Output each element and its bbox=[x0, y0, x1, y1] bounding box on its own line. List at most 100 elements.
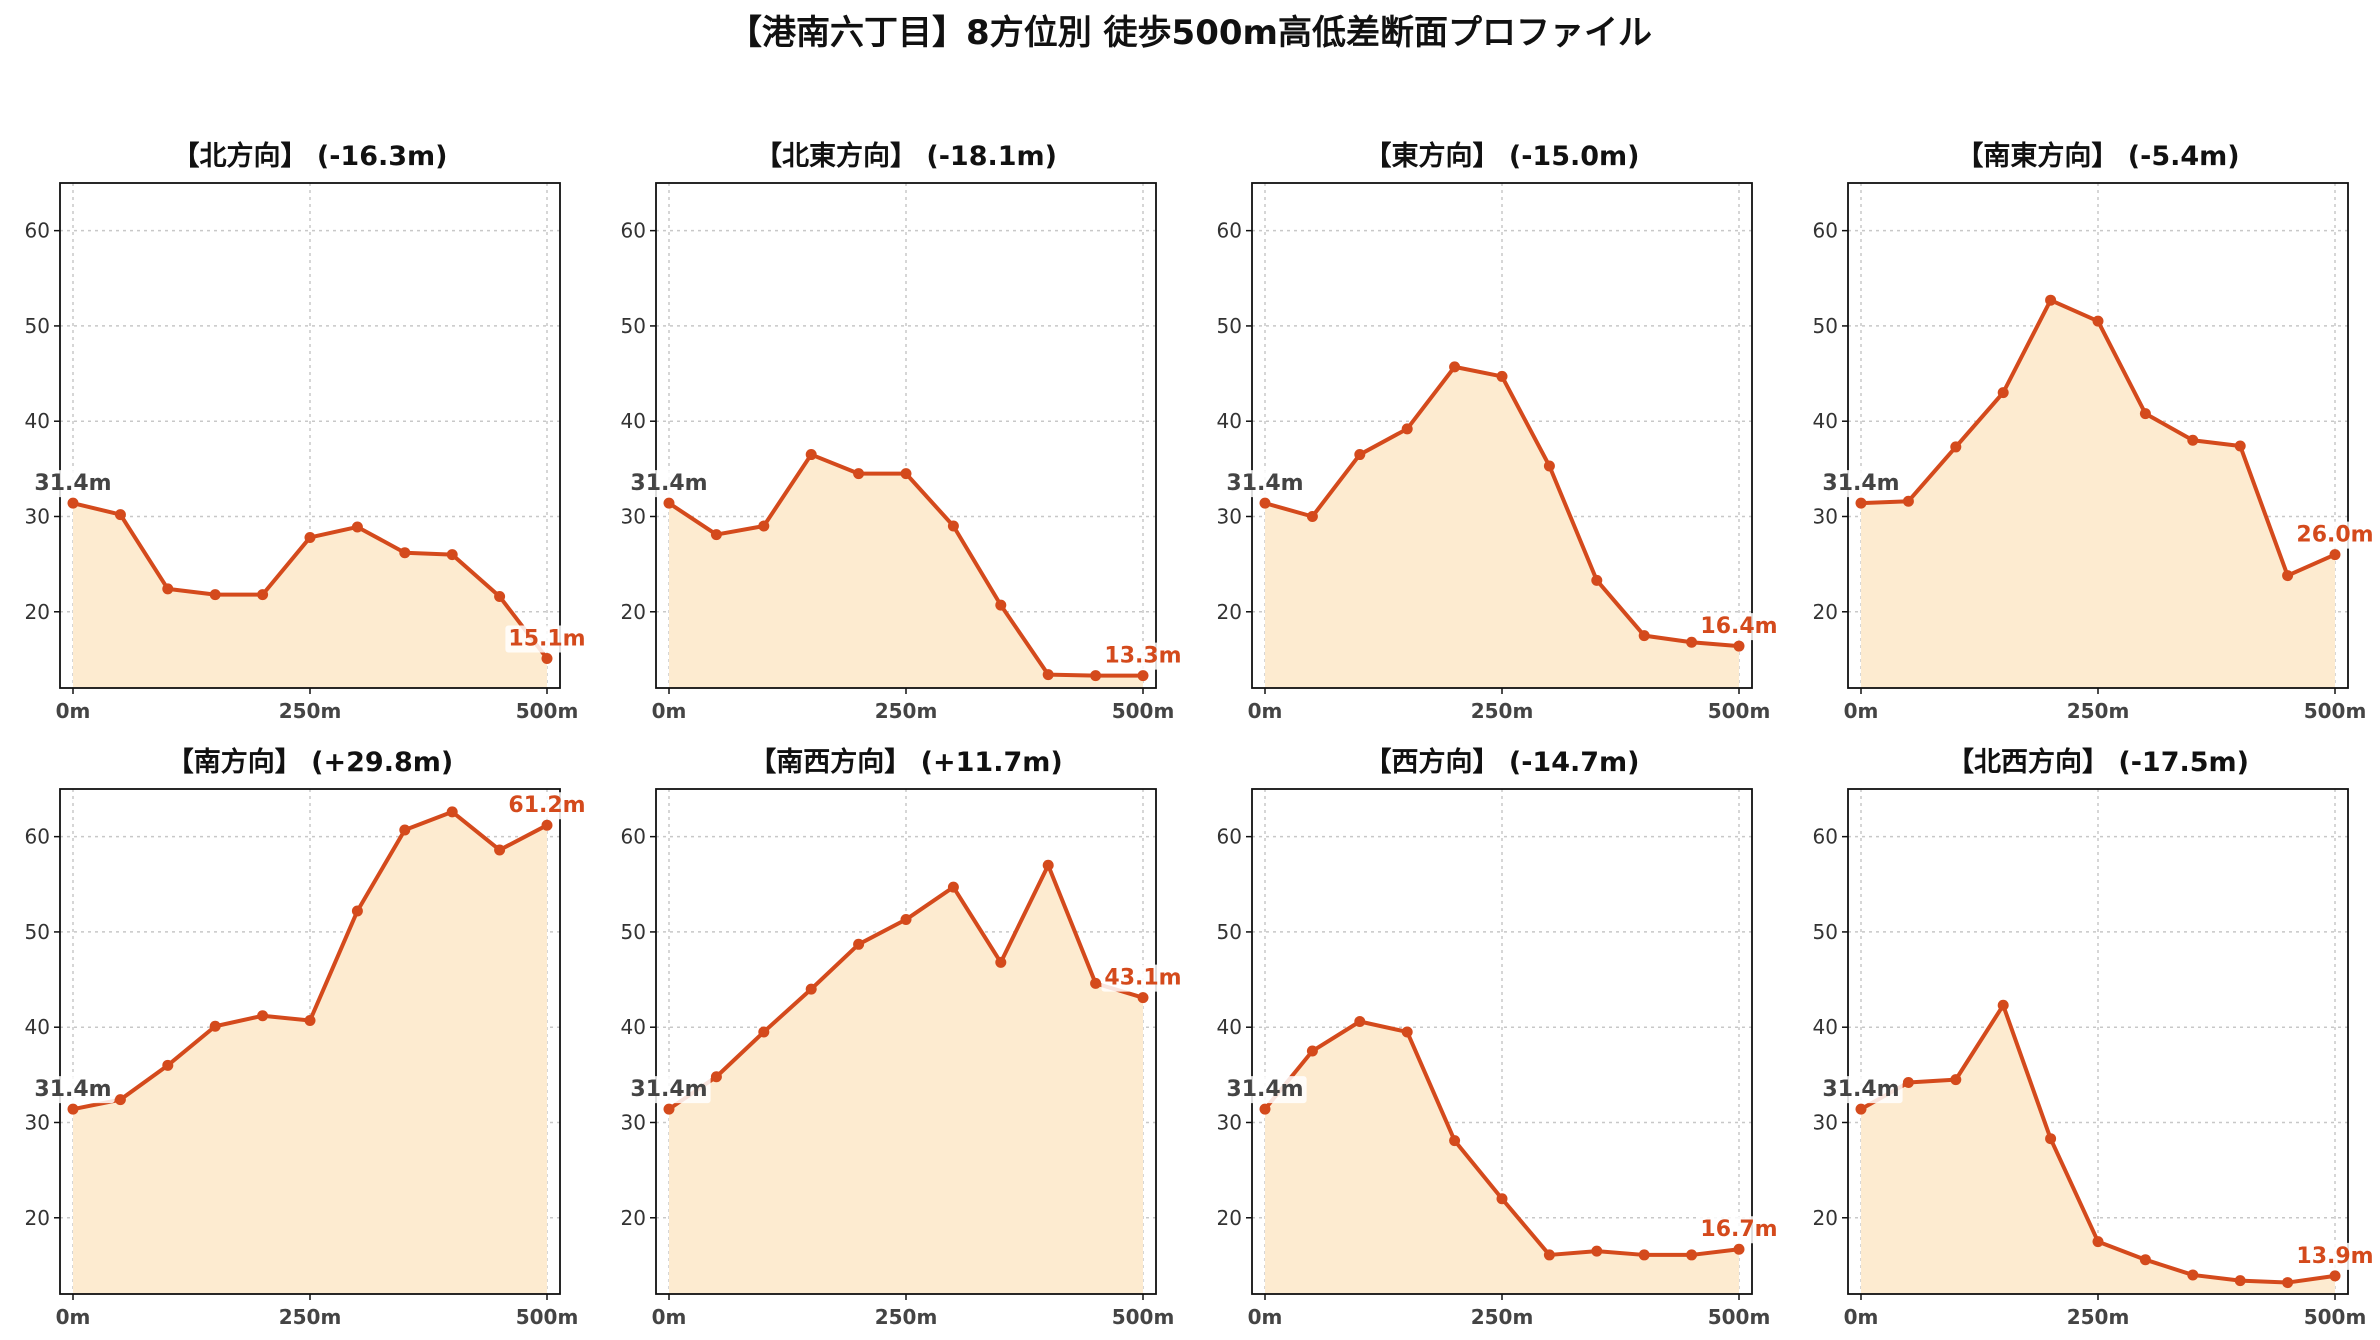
data-point bbox=[2045, 294, 2057, 306]
start-elevation-label-bg bbox=[1223, 470, 1307, 498]
x-tick-label: 0m bbox=[652, 699, 687, 723]
data-point bbox=[1354, 449, 1366, 461]
data-point bbox=[209, 589, 221, 601]
y-tick-label: 30 bbox=[25, 1110, 50, 1134]
y-tick-label: 40 bbox=[1217, 1015, 1242, 1039]
data-point bbox=[541, 652, 553, 664]
x-tick-label: 0m bbox=[1844, 1305, 1879, 1329]
data-point bbox=[114, 509, 126, 521]
end-elevation-label-group: 26.0m bbox=[2293, 521, 2377, 549]
y-tick-label: 60 bbox=[1813, 219, 1838, 243]
data-point bbox=[304, 1015, 316, 1027]
data-point bbox=[494, 844, 506, 856]
end-elevation-label-bg bbox=[505, 625, 589, 653]
data-point bbox=[1638, 1249, 1650, 1261]
data-point bbox=[2282, 570, 2294, 582]
plot-frame bbox=[1251, 182, 1753, 689]
start-elevation-label-bg bbox=[1819, 1076, 1903, 1104]
y-tick-label: 50 bbox=[1217, 920, 1242, 944]
data-point bbox=[1306, 510, 1318, 522]
data-point bbox=[1733, 1243, 1745, 1255]
y-tick-label: 50 bbox=[621, 314, 646, 338]
x-tick-label: 0m bbox=[1248, 1305, 1283, 1329]
data-point bbox=[2045, 1133, 2057, 1145]
data-point bbox=[805, 983, 817, 995]
elevation-area bbox=[1265, 366, 1739, 688]
elevation-area bbox=[73, 811, 547, 1294]
plot-frame bbox=[1847, 788, 2349, 1295]
data-point bbox=[257, 1010, 269, 1022]
data-point bbox=[900, 914, 912, 926]
data-point bbox=[541, 819, 553, 831]
data-point bbox=[1543, 460, 1555, 472]
y-tick-label: 60 bbox=[25, 825, 50, 849]
end-elevation-label: 13.9m bbox=[2296, 1244, 2373, 1269]
x-tick-label: 500m bbox=[1112, 1305, 1175, 1329]
y-tick-label: 40 bbox=[621, 409, 646, 433]
panel-title: 【南西方向】 (+11.7m) bbox=[749, 746, 1062, 778]
x-tick-label: 250m bbox=[2067, 1305, 2130, 1329]
data-point bbox=[995, 599, 1007, 611]
y-tick-label: 40 bbox=[1813, 1015, 1838, 1039]
plot-frame bbox=[1847, 182, 2349, 689]
data-point bbox=[1137, 670, 1149, 682]
end-elevation-label-group: 61.2m bbox=[505, 792, 589, 820]
end-elevation-label-bg bbox=[505, 792, 589, 820]
data-point bbox=[710, 1071, 722, 1083]
start-elevation-label: 31.4m bbox=[34, 1077, 111, 1102]
start-elevation-label: 31.4m bbox=[630, 1077, 707, 1102]
data-point bbox=[2139, 1254, 2151, 1266]
data-point bbox=[1042, 669, 1054, 681]
elevation-area bbox=[73, 503, 547, 688]
y-tick-label: 20 bbox=[621, 600, 646, 624]
y-tick-label: 30 bbox=[1813, 504, 1838, 528]
end-elevation-label-group: 13.9m bbox=[2293, 1242, 2377, 1270]
y-tick-label: 40 bbox=[1813, 409, 1838, 433]
x-tick-label: 0m bbox=[652, 1305, 687, 1329]
y-tick-label: 60 bbox=[621, 825, 646, 849]
figure-title: 【港南六丁目】8方位別 徒歩500m高低差断面プロファイル bbox=[728, 13, 1652, 53]
elevation-area bbox=[1861, 1005, 2335, 1294]
plot-frame bbox=[1251, 788, 1753, 1295]
x-tick-label: 500m bbox=[2304, 1305, 2367, 1329]
y-tick-label: 40 bbox=[25, 1015, 50, 1039]
data-point bbox=[1997, 999, 2009, 1011]
y-tick-label: 30 bbox=[621, 504, 646, 528]
data-point bbox=[1591, 1245, 1603, 1257]
data-point bbox=[2139, 408, 2151, 420]
y-tick-label: 30 bbox=[621, 1110, 646, 1134]
data-point bbox=[67, 1103, 79, 1115]
data-point bbox=[2187, 1269, 2199, 1281]
data-point bbox=[162, 1059, 174, 1071]
y-tick-label: 20 bbox=[1813, 1206, 1838, 1230]
data-point bbox=[1733, 640, 1745, 652]
panel-7: 【北西方向】 (-17.5m) 20 30 40 50 60 0m 250m 500m 31.4m… bbox=[1813, 746, 2377, 1329]
data-point bbox=[758, 1026, 770, 1038]
data-point bbox=[758, 520, 770, 532]
data-point bbox=[663, 1103, 675, 1115]
start-elevation-label-bg bbox=[1223, 1076, 1307, 1104]
data-point bbox=[351, 521, 363, 533]
data-point bbox=[1591, 574, 1603, 586]
data-point bbox=[1686, 636, 1698, 648]
y-tick-label: 20 bbox=[1217, 1206, 1242, 1230]
elevation-area bbox=[669, 454, 1143, 688]
start-elevation-label-group: 31.4m bbox=[31, 470, 115, 498]
panel-1: 【北東方向】 (-18.1m) 20 30 40 50 60 0m 250m 500m 31.4m… bbox=[621, 140, 1185, 723]
end-elevation-label-group: 16.4m bbox=[1697, 613, 1781, 641]
data-point bbox=[1997, 387, 2009, 399]
y-tick-label: 50 bbox=[621, 920, 646, 944]
data-point bbox=[1902, 1076, 1914, 1088]
x-tick-label: 500m bbox=[1112, 699, 1175, 723]
data-point bbox=[1090, 670, 1102, 682]
y-tick-label: 30 bbox=[1217, 504, 1242, 528]
plot-frame bbox=[655, 182, 1157, 689]
elevation-area bbox=[1265, 1021, 1739, 1294]
end-elevation-label: 26.0m bbox=[2296, 523, 2373, 548]
data-point bbox=[1950, 441, 1962, 453]
y-tick-label: 20 bbox=[25, 600, 50, 624]
panel-title: 【西方向】 (-14.7m) bbox=[1364, 746, 1639, 778]
data-point bbox=[2234, 440, 2246, 452]
data-point bbox=[351, 905, 363, 917]
start-elevation-label-group: 31.4m bbox=[1819, 1076, 1903, 1104]
